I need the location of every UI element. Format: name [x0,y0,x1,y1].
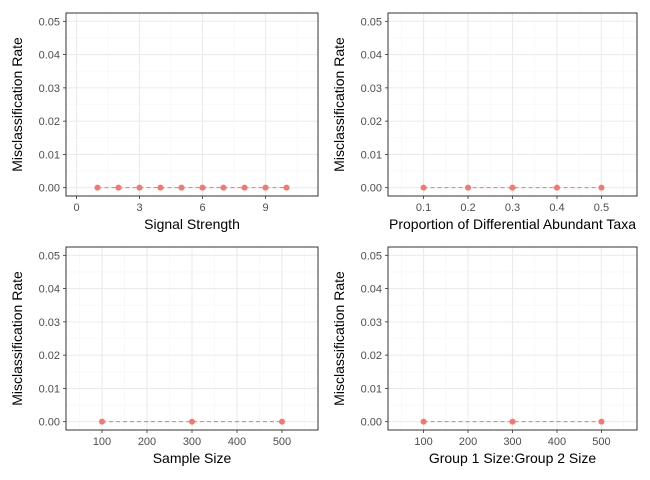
y-tick-label: 0.01 [361,383,382,395]
y-tick-label: 0.03 [361,317,382,329]
data-point [220,184,227,191]
data-point [136,184,143,191]
y-tick-label: 0.02 [361,116,382,128]
panel-4: 0.00 0.01 0.02 0.03 0.04 0.05 100 200 300 400 500 G… [331,246,638,466]
y-tick-label: 0.05 [39,16,60,28]
x-tick-label: 500 [273,436,291,448]
x-tick-label: 200 [138,436,156,448]
data-point [99,418,105,425]
data-point [241,184,248,191]
y-tick-label: 0.05 [361,250,382,262]
x-tick-label: 9 [262,202,268,214]
x-axis-title: Group 1 Size:Group 2 Size [429,450,597,466]
x-tick-label: 100 [414,436,432,448]
x-tick-label: 200 [459,436,477,448]
data-point [598,184,605,191]
x-tick-label: 0.4 [549,202,564,214]
data-point [115,184,122,191]
y-tick-label: 0.03 [39,83,60,95]
y-axis-title: Misclassification Rate [9,271,25,406]
data-point [279,418,285,425]
y-tick-label: 0.00 [361,417,382,429]
data-point [420,184,427,191]
data-point [189,418,195,425]
x-tick-label: 6 [199,202,205,214]
data-point [420,418,427,425]
panel-3: 0.00 0.01 0.02 0.03 0.04 0.05 100 200 300 400 500 S… [9,246,319,466]
x-tick-label: 400 [228,436,246,448]
x-tick-label: 100 [93,436,111,448]
y-tick-label: 0.00 [39,417,60,429]
y-tick-label: 0.00 [361,183,382,195]
data-point [157,184,164,191]
x-tick-label: 300 [503,436,521,448]
data-point [509,184,516,191]
x-tick-label: 0.2 [460,202,475,214]
y-tick-label: 0.02 [361,350,382,362]
y-tick-label: 0.01 [39,149,60,161]
x-tick-label: 3 [136,202,142,214]
data-point [94,184,101,191]
data-point [465,184,472,191]
panel-2: 0.00 0.01 0.02 0.03 0.04 0.05 0.1 0.2 0.3 0.4 0.5 P… [331,12,638,232]
y-tick-label: 0.04 [39,284,60,296]
x-tick-label: 500 [592,436,610,448]
x-axis-title: Signal Strength [144,216,240,232]
data-point [598,418,605,425]
x-tick-label: 300 [183,436,201,448]
x-tick-label: 0.1 [416,202,431,214]
y-tick-label: 0.02 [39,350,60,362]
x-tick-label: 400 [548,436,566,448]
x-axis-title: Proportion of Differential Abundant Taxa [389,216,636,232]
y-tick-label: 0.04 [361,284,382,296]
panel-border [65,12,319,197]
x-tick-label: 0 [73,202,79,214]
y-tick-label: 0.00 [39,183,60,195]
y-axis-title: Misclassification Rate [9,37,25,172]
y-tick-label: 0.04 [39,50,60,62]
y-axis-title: Misclassification Rate [331,271,347,406]
y-tick-label: 0.03 [39,317,60,329]
x-axis-title: Sample Size [153,450,232,466]
y-axis-title: Misclassification Rate [331,37,347,172]
panel-1: 0.00 0.01 0.02 0.03 0.04 0.05 0 3 6 9 Signal Stren… [9,12,319,232]
x-tick-label: 0.5 [594,202,609,214]
data-point [509,418,516,425]
x-tick-label: 0.3 [505,202,520,214]
y-tick-label: 0.05 [39,250,60,262]
y-tick-label: 0.01 [39,383,60,395]
y-tick-label: 0.05 [361,16,382,28]
data-point [178,184,185,191]
y-tick-label: 0.01 [361,149,382,161]
y-tick-label: 0.04 [361,50,382,62]
y-tick-label: 0.03 [361,83,382,95]
data-point [262,184,269,191]
data-point [553,184,560,191]
y-tick-label: 0.02 [39,116,60,128]
data-point [283,184,290,191]
data-point [199,184,206,191]
